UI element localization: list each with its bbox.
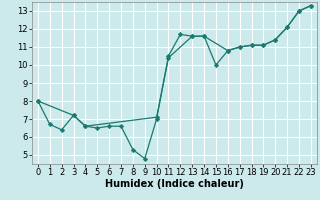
X-axis label: Humidex (Indice chaleur): Humidex (Indice chaleur) [105, 179, 244, 189]
